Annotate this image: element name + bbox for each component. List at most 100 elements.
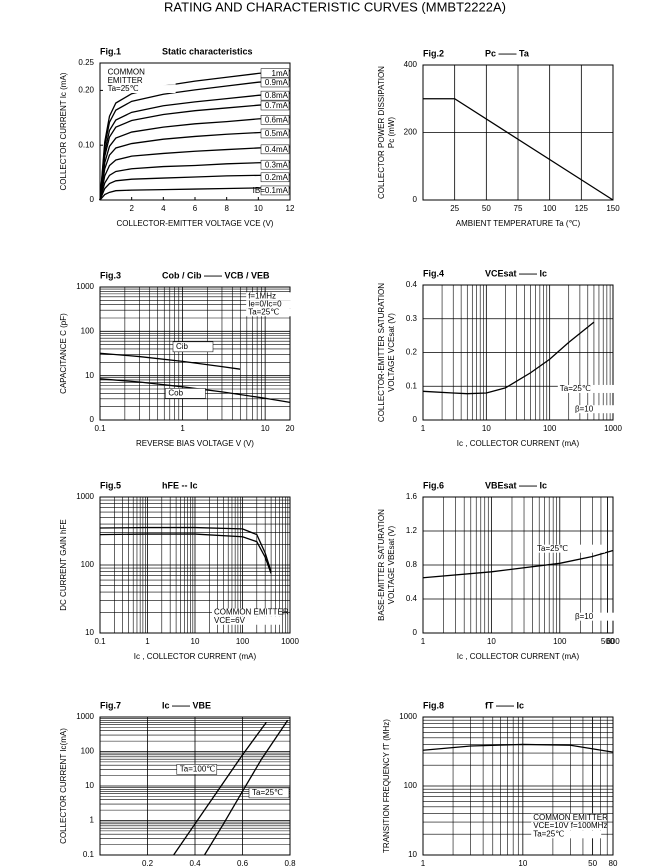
label-box	[260, 172, 290, 183]
x-tick-label: 1000	[281, 637, 299, 646]
annotation: VCE=10V f=100MHz	[533, 821, 607, 830]
annotation-bg	[531, 813, 602, 822]
annotation: Ie=0/Ic=0	[248, 299, 282, 308]
x-tick-label: 10	[518, 859, 527, 866]
series-label: Cib	[176, 342, 189, 351]
figure-title: VCEsat —— Ic	[485, 268, 547, 278]
figure-number: Fig.4	[423, 268, 444, 278]
y-axis-label: Pc (mW)	[387, 117, 396, 148]
x-axis-label: Ic , COLLECTOR CURRENT (mA)	[457, 439, 580, 448]
y-tick-label: 400	[404, 60, 418, 69]
annotation: COMMON EMITTER	[533, 813, 608, 822]
figure-number: Fig.5	[100, 480, 121, 490]
curve	[99, 526, 272, 572]
annotation: f=1MHz	[248, 291, 276, 300]
annotation: Ta=25℃	[248, 307, 279, 316]
y-tick-label: 0	[413, 628, 418, 637]
label-box	[172, 341, 214, 353]
y-tick-label: 0	[413, 415, 418, 424]
x-tick-label: 10	[261, 424, 270, 433]
y-tick-label: 10	[85, 781, 94, 790]
annotation: Ta=25℃	[560, 384, 591, 393]
x-tick-label: 10	[254, 204, 263, 213]
y-tick-label: 0.4	[406, 280, 418, 289]
x-axis-label: Ic , COLLECTOR CURRENT (mA)	[457, 652, 580, 661]
plot-frame	[99, 716, 291, 856]
y-axis-label: TRANSITION FREQUENCY fT (MHz)	[382, 719, 391, 853]
annotation-bg	[105, 76, 176, 85]
curve	[99, 161, 291, 201]
y-axis-label: BASE-EMITTER SATURATION	[377, 509, 386, 621]
y-axis-label: COLLECTOR-EMITTER SATURATION	[377, 283, 386, 422]
x-tick-label: 8	[224, 204, 229, 213]
label-box	[260, 128, 290, 139]
figure-number: Fig.7	[100, 700, 121, 710]
y-axis-label: COLLECTOR CURRENT Ic(mA)	[59, 728, 68, 844]
annotation-bg	[246, 308, 317, 317]
y-tick-label: 0.2	[406, 348, 418, 357]
x-tick-label: 4	[161, 204, 166, 213]
y-tick-label: 1000	[399, 712, 417, 721]
y-tick-label: 1.6	[406, 492, 418, 501]
y-tick-label: 0.8	[406, 560, 418, 569]
annotation-bg	[105, 68, 176, 77]
curve	[99, 130, 291, 201]
plot-frame	[422, 64, 614, 201]
series-label: IB=0.1mA	[253, 186, 289, 195]
annotation-bg	[573, 612, 643, 621]
curve	[422, 549, 614, 579]
label-box	[260, 185, 290, 196]
x-tick-label: 1	[421, 637, 426, 646]
y-tick-label: 1000	[76, 492, 94, 501]
figure-number: Fig.1	[100, 46, 121, 56]
label-box	[260, 159, 290, 170]
x-tick-label: 150	[606, 204, 620, 213]
figure-number: Fig.8	[423, 700, 444, 710]
label-box	[248, 787, 290, 799]
annotation-bg	[246, 300, 317, 309]
figure-title: hFE -- Ic	[162, 480, 198, 490]
annotation: Ta=25℃	[108, 84, 139, 93]
y-tick-label: 100	[81, 326, 95, 335]
curve	[99, 79, 291, 201]
x-tick-label: 0.8	[284, 859, 296, 866]
page-title: RATING AND CHARACTERISTIC CURVES (MMBT22…	[164, 0, 506, 14]
figure-number: Fig.6	[423, 480, 444, 490]
plot-frame	[422, 284, 614, 421]
curve	[99, 352, 241, 370]
series-label: 0.6mA	[265, 115, 289, 124]
y-tick-label: 10	[85, 628, 94, 637]
x-tick-label: 100	[543, 424, 557, 433]
y-tick-label: 10	[85, 371, 94, 380]
x-tick-label: 100	[236, 637, 250, 646]
x-tick-label: 50	[588, 859, 597, 866]
y-tick-label: 200	[404, 128, 418, 137]
y-tick-label: 1	[90, 816, 95, 825]
x-tick-label: 1	[421, 859, 426, 866]
figure-number: Fig.3	[100, 270, 121, 280]
annotation: EMITTER	[108, 76, 143, 85]
series-label: 0.5mA	[265, 129, 289, 138]
y-tick-label: 0	[90, 195, 95, 204]
curve	[422, 321, 595, 395]
y-axis-label: CAPACITANCE C (pF)	[59, 313, 68, 394]
x-tick-label: 10	[482, 424, 491, 433]
curve	[99, 102, 291, 201]
x-tick-label: 500	[601, 637, 615, 646]
annotation: Ta=25℃	[537, 544, 568, 553]
series-label: 0.3mA	[265, 160, 289, 169]
series-label: 0.2mA	[265, 173, 289, 182]
y-axis-label: DC CURRENT GAIN hFE	[59, 519, 68, 610]
curve	[99, 187, 290, 201]
y-tick-label: 0.20	[78, 86, 94, 95]
x-tick-label: 75	[514, 204, 523, 213]
label-box	[260, 115, 290, 125]
y-tick-label: 100	[81, 560, 95, 569]
y-tick-label: 1000	[76, 282, 94, 291]
x-tick-label: 1	[180, 424, 185, 433]
label-box	[260, 144, 290, 155]
curve	[99, 92, 291, 201]
annotation: COMMON EMITTER	[214, 608, 289, 617]
annotation-bg	[212, 608, 282, 617]
